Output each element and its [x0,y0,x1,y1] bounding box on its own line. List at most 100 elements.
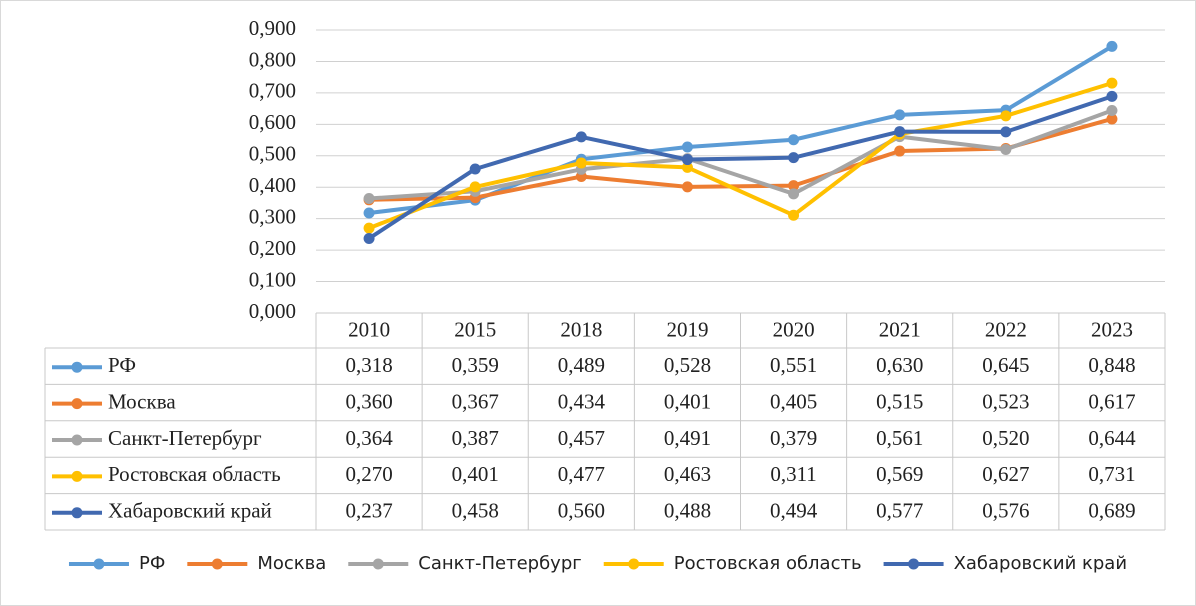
data-point [363,193,375,205]
data-point [788,209,800,221]
data-point [1106,90,1118,102]
table-cell: 0,645 [982,353,1029,377]
table-cell: 0,630 [876,353,923,377]
data-point [788,152,800,164]
table-cell: 0,359 [452,353,499,377]
data-point [681,161,693,173]
legend-marker [628,558,640,570]
data-point [469,163,481,175]
y-tick-label: 0,800 [249,47,296,71]
y-tick-label: 0,100 [249,267,296,291]
x-tick-label: 2015 [454,317,496,341]
data-point [1106,40,1118,52]
x-tick-label: 2010 [348,317,390,341]
legend-marker [372,558,384,570]
table-row-label: Ростовская область [108,462,281,486]
data-point [1000,126,1012,138]
y-tick-label: 0,400 [249,173,296,197]
x-tick-label: 2023 [1091,317,1133,341]
data-point [1000,143,1012,155]
series-line [367,94,1113,241]
legend-label: РФ [139,553,165,574]
table-cell: 0,489 [558,353,605,377]
table-cell: 0,434 [558,389,606,413]
table-cell: 0,387 [452,426,499,450]
table-legend-marker [71,434,83,446]
table-cell: 0,520 [982,426,1029,450]
data-point [681,141,693,153]
data-point [363,207,375,219]
data-point [788,134,800,146]
table-cell: 0,401 [664,389,711,413]
x-tick-label: 2018 [560,317,602,341]
table-cell: 0,560 [558,499,605,523]
table-legend-marker [71,470,83,482]
table-cell: 0,577 [876,499,923,523]
table-row-label: Санкт-Петербург [108,426,262,450]
table-cell: 0,318 [345,353,392,377]
table-cell: 0,405 [770,389,817,413]
table-cell: 0,491 [664,426,711,450]
table-legend-marker [71,361,83,373]
table-row-label: РФ [108,353,136,377]
data-point [894,109,906,121]
table-cell: 0,270 [345,462,392,486]
table-cell: 0,515 [876,389,923,413]
table-legend-marker [71,398,83,410]
y-tick-label: 0,900 [249,16,296,40]
table-cell: 0,617 [1088,389,1135,413]
legend-marker [93,558,105,570]
table-cell: 0,551 [770,353,817,377]
table-cell: 0,576 [982,499,1029,523]
table-cell: 0,494 [770,499,818,523]
data-point [575,131,587,143]
table-cell: 0,523 [982,389,1029,413]
data-point [681,181,693,193]
table-cell: 0,237 [345,499,392,523]
data-point [894,126,906,138]
data-point [1106,77,1118,89]
legend-marker [908,558,920,570]
legend-marker [211,558,223,570]
data-point [363,222,375,234]
data-point [1106,113,1118,125]
table-cell: 0,528 [664,353,711,377]
table-cell: 0,627 [982,462,1029,486]
data-point [1000,110,1012,122]
table-cell: 0,463 [664,462,711,486]
y-tick-label: 0,600 [249,110,296,134]
table-cell: 0,689 [1088,499,1135,523]
table-cell: 0,401 [452,462,499,486]
series-line [368,81,1113,230]
table-cell: 0,360 [345,389,392,413]
table-cell: 0,458 [452,499,499,523]
y-tick-label: 0,000 [249,299,296,323]
y-tick-label: 0,200 [249,236,296,260]
table-cell: 0,477 [558,462,605,486]
table-row-label: Москва [108,389,176,413]
x-tick-label: 2019 [666,317,708,341]
table-cell: 0,367 [452,389,499,413]
series-line [368,108,1113,201]
data-point [575,157,587,169]
table-cell: 0,848 [1088,353,1135,377]
legend-label: Хабаровский край [954,553,1127,574]
table-cell: 0,569 [876,462,923,486]
table-cell: 0,457 [558,426,605,450]
data-point [363,232,375,244]
table-cell: 0,644 [1088,426,1136,450]
data-point [469,181,481,193]
legend-label: Санкт-Петербург [418,553,581,574]
x-tick-label: 2021 [879,317,921,341]
table-row-label: Хабаровский край [108,499,272,523]
legend-label: Москва [257,553,326,574]
legend-label: Ростовская область [674,553,862,574]
y-tick-label: 0,500 [249,142,296,166]
data-point [788,180,800,192]
y-tick-label: 0,700 [249,79,296,103]
data-point [681,154,693,166]
table-cell: 0,488 [664,499,711,523]
table-cell: 0,379 [770,426,817,450]
